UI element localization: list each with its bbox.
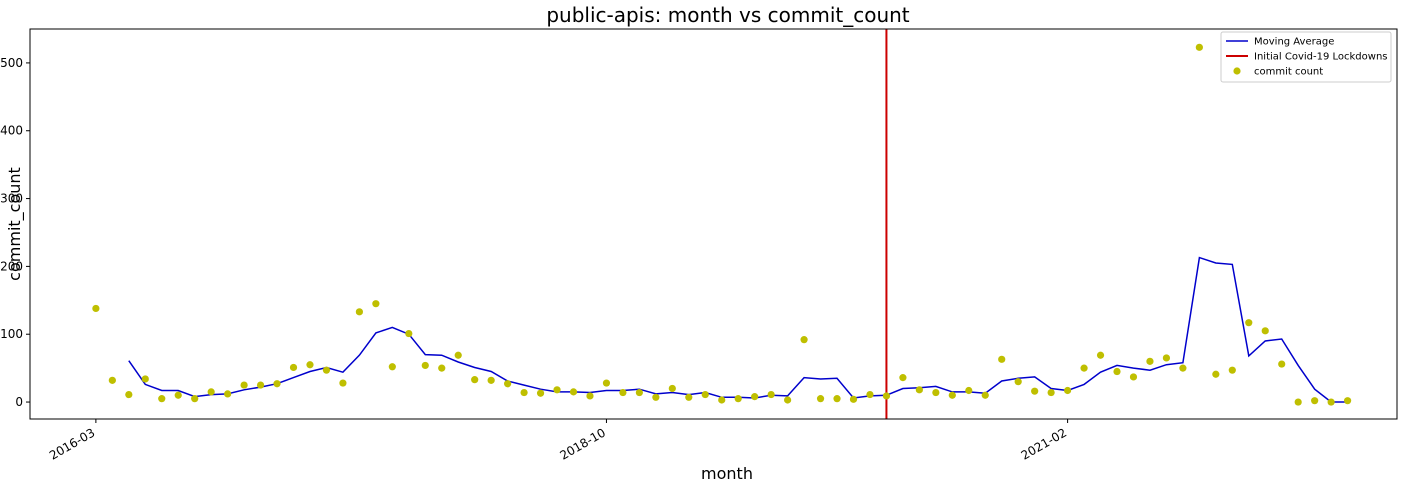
commit-count-point bbox=[339, 379, 347, 387]
commit-count-point bbox=[965, 386, 973, 395]
commit-count-point bbox=[289, 363, 298, 372]
commit-count-point bbox=[652, 393, 660, 401]
x-tick-label: 2016-03 bbox=[47, 425, 97, 462]
commit-count-point bbox=[586, 392, 594, 400]
commit-count-point bbox=[1014, 378, 1022, 386]
commit-count-point bbox=[1294, 398, 1302, 406]
commit-count-point bbox=[1113, 367, 1121, 376]
commit-count-point bbox=[1278, 360, 1286, 368]
commit-count-point bbox=[718, 396, 726, 404]
commit-count-point bbox=[915, 386, 923, 394]
y-tick-label: 300 bbox=[0, 192, 23, 206]
y-tick-label: 100 bbox=[0, 327, 23, 341]
commit-count-point bbox=[191, 395, 199, 403]
commit-count-point bbox=[487, 376, 495, 384]
commit-count-point bbox=[849, 395, 858, 403]
commit-count-point bbox=[1064, 386, 1072, 395]
legend-label: Moving Average bbox=[1254, 37, 1334, 48]
commit-count-point bbox=[372, 300, 380, 308]
commit-count-point bbox=[355, 308, 363, 316]
commit-count-point bbox=[421, 361, 429, 370]
commit-count-point bbox=[668, 384, 676, 393]
commit-count-point bbox=[701, 390, 709, 399]
commit-count-point bbox=[1146, 357, 1154, 365]
commit-count-point bbox=[635, 388, 643, 397]
commit-count-point bbox=[174, 391, 182, 399]
commit-count-point bbox=[1327, 398, 1335, 406]
commit-count-point bbox=[553, 386, 561, 394]
commit-count-point bbox=[1212, 370, 1220, 378]
commit-count-point bbox=[273, 380, 281, 388]
commit-count-point bbox=[224, 390, 232, 398]
chart-title: public-apis: month vs commit_count bbox=[546, 3, 909, 27]
x-tick-label: 2018-10 bbox=[558, 425, 608, 462]
commit-count-point bbox=[602, 379, 611, 387]
commit-count-point bbox=[536, 389, 545, 397]
commit-count-point bbox=[882, 392, 891, 400]
commit-count-point bbox=[1047, 388, 1055, 397]
commit-count-point bbox=[438, 364, 446, 372]
commit-count-point bbox=[471, 376, 479, 384]
x-tick-label: 2021-02 bbox=[1019, 425, 1069, 462]
commit-count-point bbox=[256, 381, 265, 389]
legend: Moving Average Initial Covid-19 Lockdowns… bbox=[1220, 31, 1392, 83]
commit-count-point bbox=[767, 390, 775, 399]
commit-count-point bbox=[504, 380, 512, 388]
commit-count-point bbox=[734, 395, 742, 403]
commit-count-point bbox=[520, 388, 528, 397]
commit-count-point bbox=[141, 375, 149, 383]
commit-count-point bbox=[1195, 43, 1203, 51]
commit-count-point bbox=[866, 390, 874, 399]
commit-count-point bbox=[1162, 354, 1171, 362]
commit-count-point bbox=[833, 395, 841, 403]
y-tick-label: 400 bbox=[0, 124, 23, 138]
y-tick-label: 0 bbox=[15, 395, 23, 409]
legend-label: commit count bbox=[1254, 67, 1323, 78]
commit-count-point bbox=[1080, 364, 1088, 372]
commit-count-point bbox=[998, 355, 1006, 363]
commit-count-point bbox=[784, 396, 792, 404]
commit-count-point bbox=[1031, 387, 1039, 395]
commit-count-point bbox=[207, 388, 215, 396]
moving-average-line bbox=[128, 256, 1348, 403]
commit-count-point bbox=[932, 388, 940, 397]
commit-count-point bbox=[816, 395, 825, 403]
commit-count-point bbox=[322, 366, 331, 374]
commit-count-point bbox=[685, 393, 693, 401]
commit-count-point bbox=[981, 391, 989, 399]
commit-count-point bbox=[1261, 327, 1269, 335]
y-tick-label: 500 bbox=[0, 56, 23, 70]
x-axis-title: month bbox=[701, 464, 753, 483]
commit-count-point bbox=[619, 388, 627, 397]
commit-count-point bbox=[240, 381, 248, 389]
commit-count-point bbox=[388, 363, 396, 371]
commit-count-point bbox=[306, 361, 314, 369]
y-tick-label: 200 bbox=[0, 259, 23, 273]
commit-count-point bbox=[800, 336, 808, 344]
commit-count-point bbox=[158, 395, 166, 403]
commit-count-point bbox=[751, 393, 759, 401]
plot-frame bbox=[29, 28, 1398, 420]
commit-count-point bbox=[454, 351, 462, 359]
commit-count-point bbox=[1096, 351, 1105, 359]
legend-box bbox=[1220, 31, 1392, 83]
commit-count-point bbox=[1311, 397, 1319, 405]
commit-count-point bbox=[125, 390, 133, 399]
plot-area bbox=[92, 29, 1352, 419]
commit-count-point bbox=[569, 388, 578, 396]
commit-count-point bbox=[899, 374, 907, 382]
legend-marker bbox=[1233, 67, 1241, 75]
commit-count-point bbox=[108, 376, 116, 384]
commit-count-point bbox=[1343, 397, 1352, 405]
commit-count-point bbox=[948, 391, 956, 399]
y-axis-title: commit_count bbox=[5, 167, 25, 281]
commit-count-point bbox=[1228, 366, 1236, 374]
commit-count-point bbox=[1245, 319, 1253, 327]
legend-label: Initial Covid-19 Lockdowns bbox=[1254, 52, 1388, 63]
commit-count-point bbox=[405, 329, 413, 338]
commit-count-point bbox=[1179, 364, 1187, 372]
commit-count-point bbox=[92, 304, 100, 313]
commit-count-point bbox=[1129, 373, 1138, 381]
